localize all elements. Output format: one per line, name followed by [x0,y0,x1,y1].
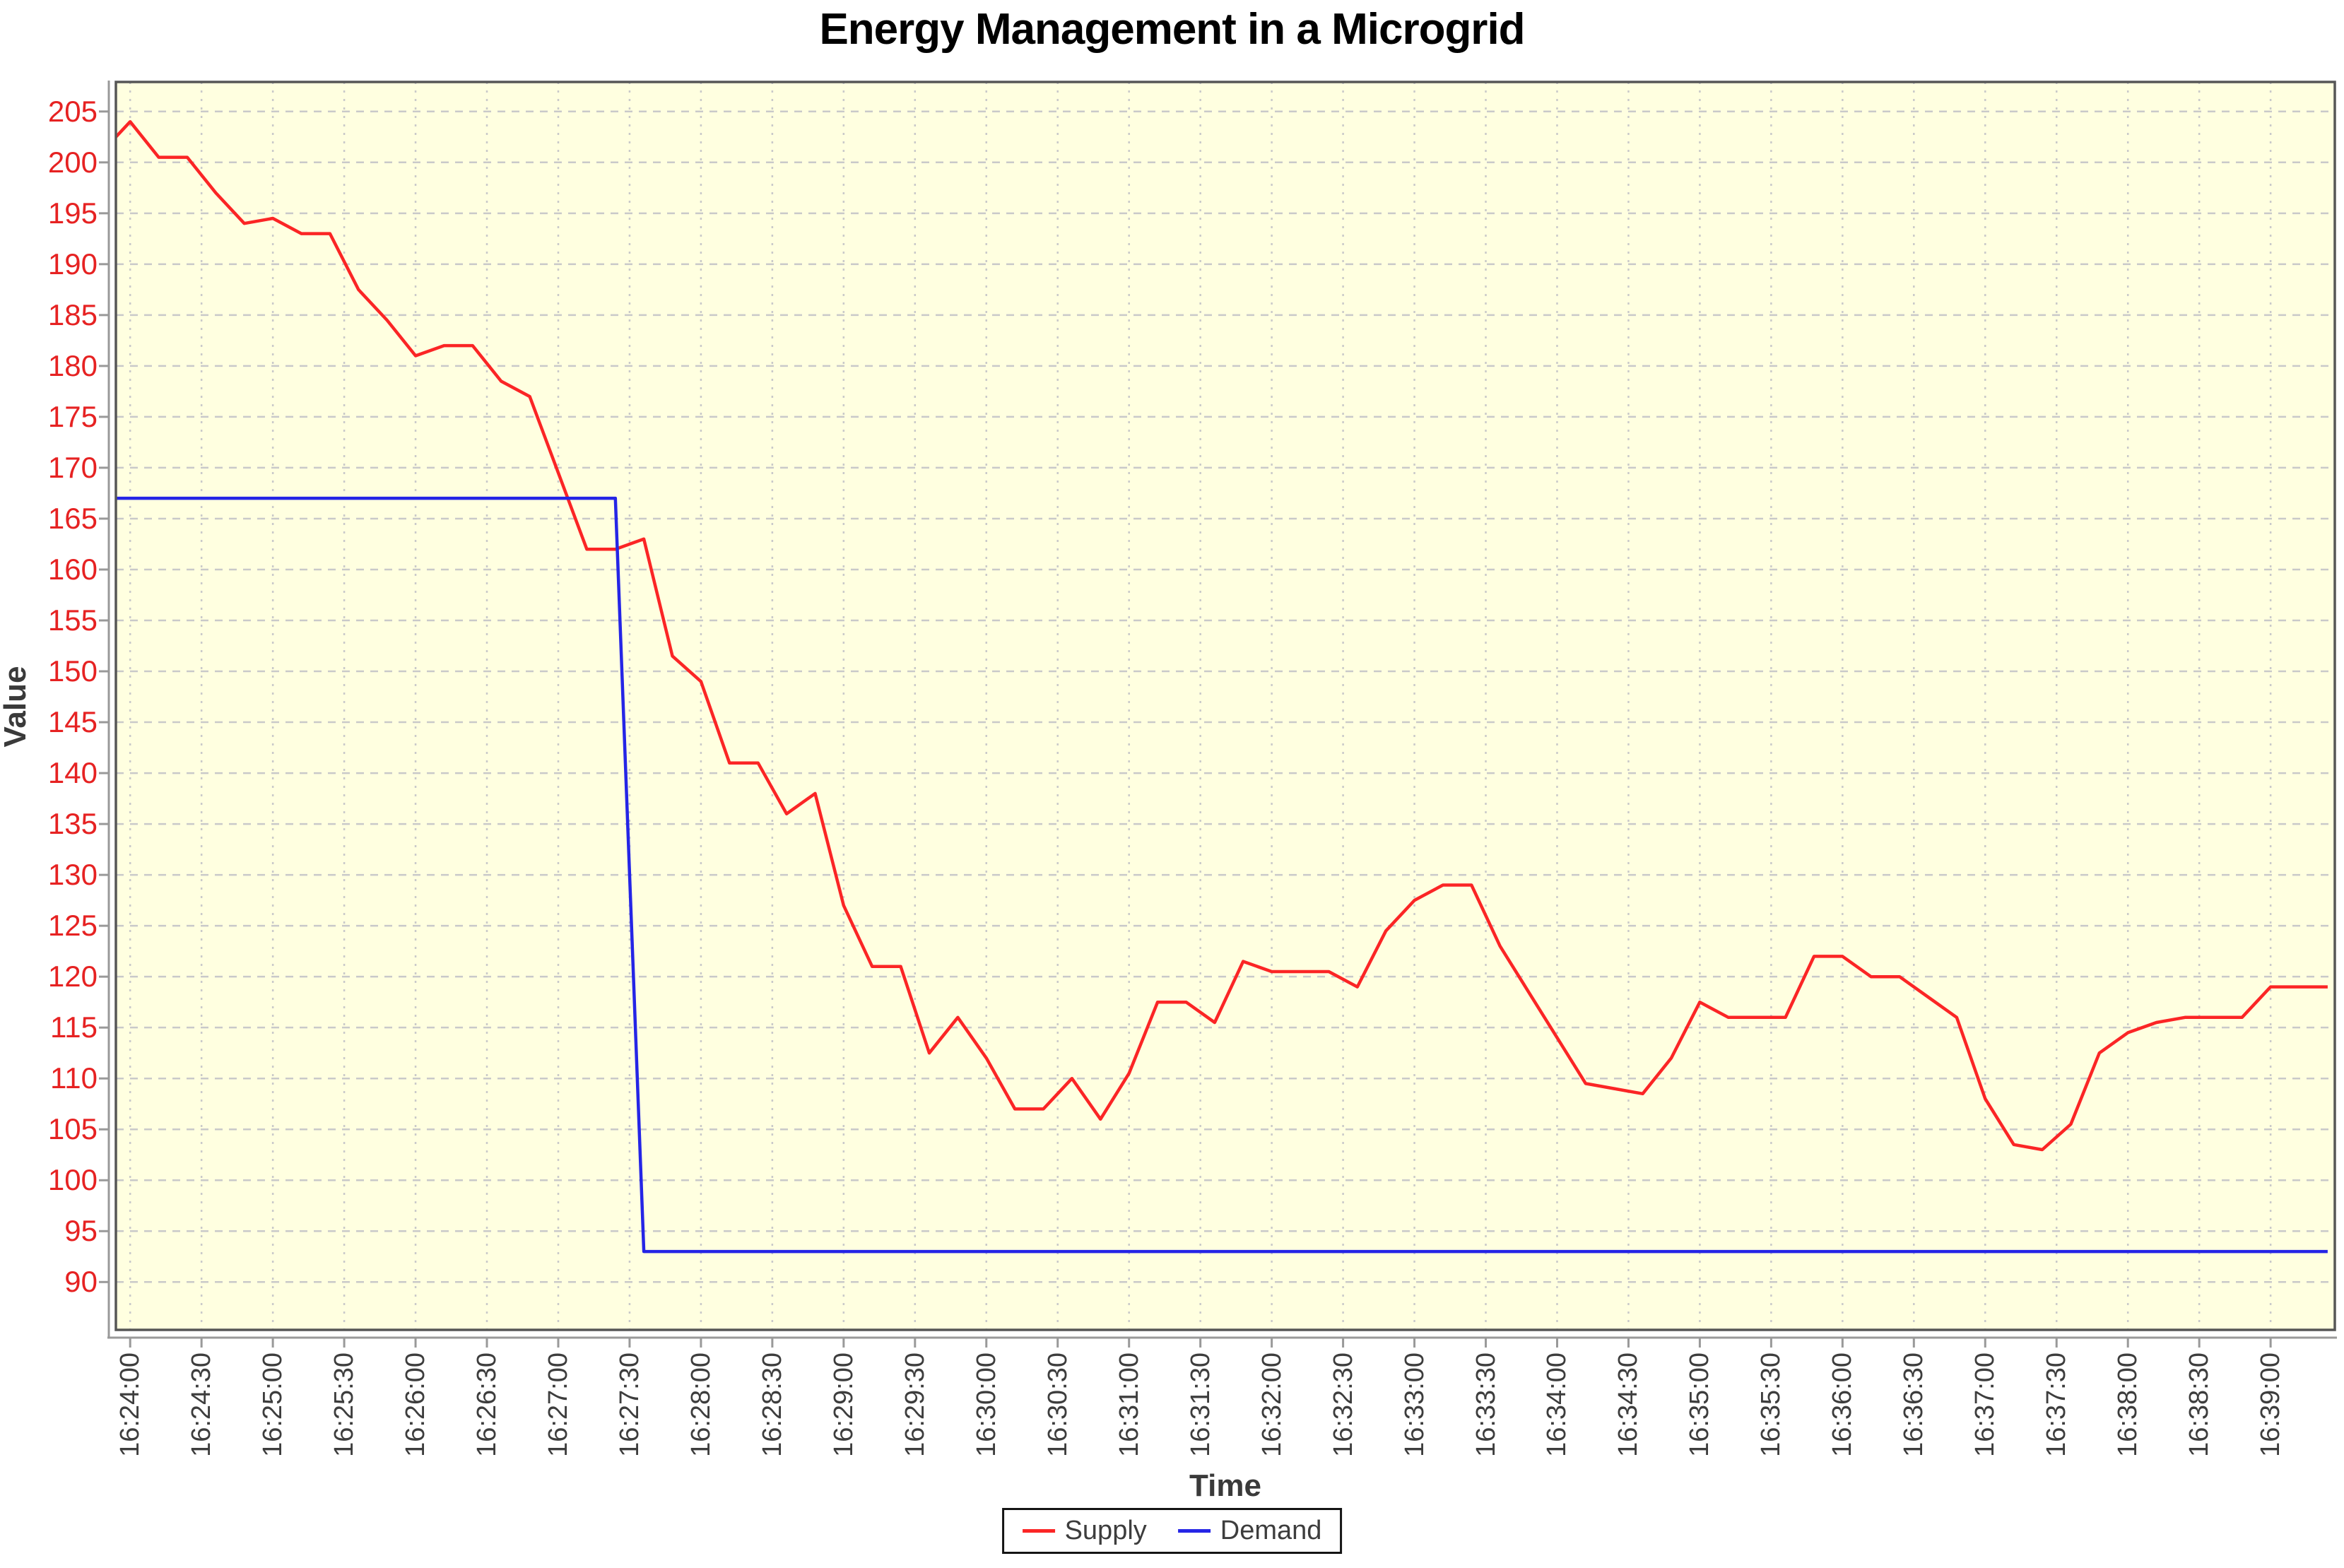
y-tick-label: 105 [47,1112,98,1146]
x-tick-label: 16:30:30 [1042,1352,1073,1457]
legend-item-supply: Supply [1022,1516,1147,1546]
y-tick-label: 125 [47,909,98,943]
y-tick-label: 110 [50,1061,98,1095]
x-tick-label: 16:34:30 [1613,1352,1644,1457]
x-tick-label: 16:25:00 [258,1352,288,1457]
y-tick-label: 135 [47,807,98,841]
legend-swatch-icon [1177,1529,1211,1533]
x-tick-label: 16:39:00 [2256,1352,2286,1457]
x-tick-label: 16:36:00 [1827,1352,1858,1457]
chart-title: Energy Management in a Microgrid [819,5,1525,54]
x-tick-label: 16:24:00 [115,1352,146,1457]
x-tick-label: 16:29:30 [900,1352,930,1457]
y-tick-label: 100 [47,1163,98,1197]
y-tick-label: 165 [47,501,98,535]
series-line-demand [116,496,2328,1254]
y-tick-label: 200 [47,145,98,179]
x-tick-label: 16:32:00 [1256,1352,1287,1457]
y-tick-label: 115 [50,1010,98,1044]
x-tick-label: 16:30:00 [971,1352,1001,1457]
y-tick-label: 170 [47,450,98,484]
x-tick-label: 16:24:30 [187,1352,217,1457]
plot-background [116,82,2335,1330]
x-tick-label: 16:35:00 [1685,1352,1715,1457]
x-tick-label: 16:29:00 [828,1352,859,1457]
legend-item-demand: Demand [1177,1516,1322,1546]
x-tick-label: 16:35:30 [1756,1352,1786,1457]
y-tick-label: 90 [64,1265,98,1299]
x-tick-label: 16:37:00 [1970,1352,2001,1457]
legend-label: Supply [1064,1516,1147,1545]
x-tick-label: 16:28:30 [757,1352,787,1457]
plot-border [114,81,2336,1331]
x-tick-label: 16:31:30 [1185,1352,1215,1457]
y-tick-label: 160 [47,552,98,586]
y-tick-label: 130 [47,858,98,892]
y-tick-label: 95 [64,1214,98,1248]
x-tick-label: 16:37:30 [2042,1352,2072,1457]
x-tick-label: 16:38:30 [2184,1352,2215,1457]
x-tick-label: 16:31:00 [1114,1352,1144,1457]
y-tick-label: 190 [47,247,98,281]
x-tick-label: 16:26:30 [472,1352,502,1457]
y-tick-label: 120 [47,960,98,994]
y-tick-label: 185 [47,297,98,331]
x-tick-label: 16:38:00 [2113,1352,2143,1457]
y-tick-label: 195 [47,196,98,230]
y-tick-label: 155 [47,603,98,637]
y-tick-label: 180 [47,348,98,382]
y-tick-label: 140 [47,756,98,790]
legend-label: Demand [1220,1516,1322,1545]
x-tick-label: 16:32:30 [1328,1352,1358,1457]
x-tick-label: 16:25:30 [329,1352,360,1457]
x-tick-label: 16:26:00 [401,1352,431,1457]
x-tick-label: 16:28:00 [685,1352,716,1457]
y-tick-label: 205 [47,94,98,128]
x-tick-label: 16:27:00 [543,1352,573,1457]
y-tick-label: 150 [47,654,98,688]
x-axis-title: Time [1189,1468,1261,1503]
x-tick-label: 16:34:00 [1542,1352,1572,1457]
series-line-supply [116,119,2328,1152]
x-tick-label: 16:33:00 [1399,1352,1430,1457]
x-tick-label: 16:36:30 [1899,1352,1929,1457]
legend: Supply Demand [1001,1508,1343,1554]
x-tick-label: 16:27:30 [614,1352,644,1457]
y-tick-label: 175 [47,399,98,433]
y-tick-label: 145 [47,705,98,739]
x-tick-label: 16:33:30 [1471,1352,1501,1457]
legend-swatch-icon [1022,1529,1055,1533]
